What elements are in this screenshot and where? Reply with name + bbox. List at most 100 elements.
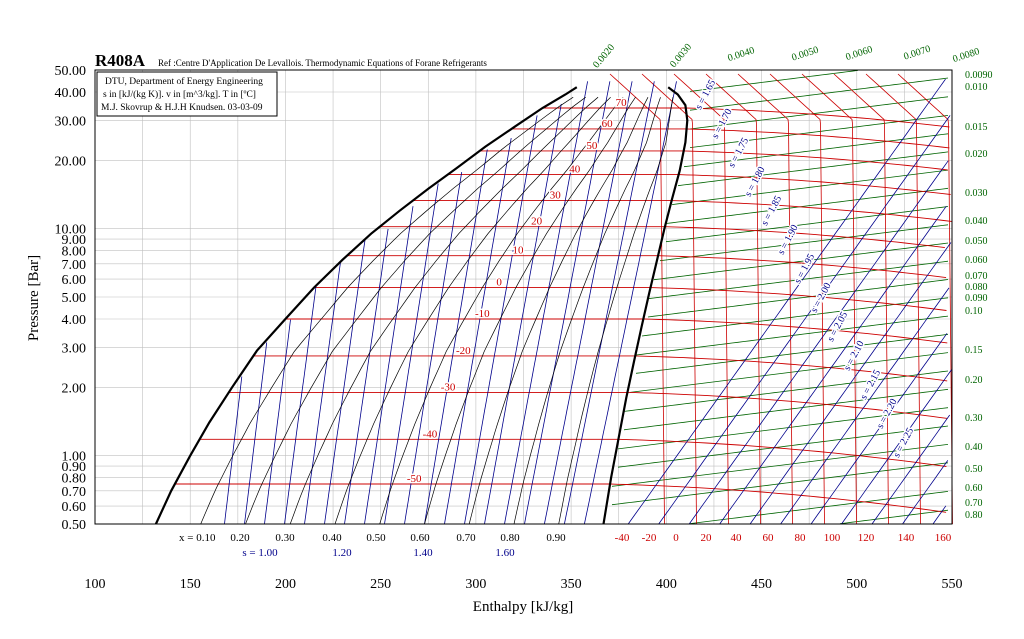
isochore-line xyxy=(629,352,949,393)
isochore-line xyxy=(623,370,949,412)
entropy-vapor-label: s = 1.95 xyxy=(792,252,817,285)
isochore-line xyxy=(623,388,949,431)
isochore-line xyxy=(671,169,949,205)
isotherm-label: 0 xyxy=(496,277,502,289)
volume-right-label: 0.80 xyxy=(965,510,983,521)
isochore-line xyxy=(617,407,949,450)
isochore-line xyxy=(647,279,949,318)
quality-label: 0.60 xyxy=(410,532,430,544)
y-tick-label: 7.00 xyxy=(62,258,87,273)
quality-line xyxy=(513,97,661,525)
volume-right-label: 0.060 xyxy=(965,255,988,266)
isotherm-line xyxy=(479,150,948,171)
isentrope-line xyxy=(384,183,439,525)
isentrope-line xyxy=(304,262,341,525)
isentrope-line xyxy=(658,115,951,525)
volume-top-label: 0.0060 xyxy=(844,44,874,63)
isochore-line xyxy=(611,462,949,506)
quality-label: 0.90 xyxy=(546,532,566,544)
isentrope-line xyxy=(284,285,317,525)
temperature-label: 100 xyxy=(824,532,841,544)
isotherm-line xyxy=(833,73,889,525)
y-tick-label: 0.60 xyxy=(62,500,87,515)
quality-line xyxy=(468,97,649,525)
isentrope-line xyxy=(584,81,677,525)
entropy-vapor-label: s = 2.10 xyxy=(842,339,867,372)
x-tick-label: 300 xyxy=(465,577,486,592)
info-line: M.J. Skovrup & H.J.H Knudsen. 03-03-09 xyxy=(101,103,263,113)
isochore-line xyxy=(635,333,949,374)
x-tick-label: 100 xyxy=(85,577,106,592)
volume-right-label: 0.090 xyxy=(965,293,988,304)
quality-label: x = 0.10 xyxy=(179,532,216,544)
quality-label: 0.20 xyxy=(230,532,250,544)
saturation-dome xyxy=(154,86,689,525)
isochore-line xyxy=(839,509,949,525)
x-tick-label: 400 xyxy=(656,577,677,592)
isochore-line xyxy=(641,297,949,337)
isochore-line xyxy=(635,315,949,356)
isentrope-line xyxy=(264,319,291,525)
isotherm-line xyxy=(769,73,825,525)
temperature-label: 0 xyxy=(673,532,679,544)
isotherm-line xyxy=(737,73,793,525)
entropy-label: s = 1.00 xyxy=(242,547,278,559)
isentrope-line xyxy=(224,376,243,525)
x-tick-label: 250 xyxy=(370,577,391,592)
x-axis-label: Enthalpy [kJ/kg] xyxy=(473,599,573,615)
y-tick-label: 40.00 xyxy=(55,86,87,101)
isotherm-line xyxy=(609,73,665,525)
isentrope-line xyxy=(404,172,463,525)
isentrope-line xyxy=(544,81,633,525)
isentrope-line xyxy=(902,460,949,525)
quality-line xyxy=(558,97,674,525)
temperature-label: -20 xyxy=(642,532,657,544)
isotherm-line xyxy=(542,107,950,128)
y-tick-label: 30.00 xyxy=(55,114,87,129)
isentrope-line xyxy=(364,206,414,525)
temperature-label: 60 xyxy=(763,532,775,544)
entropy-label: 1.20 xyxy=(332,547,352,559)
isochore-line xyxy=(677,151,949,187)
temperature-label: 40 xyxy=(731,532,743,544)
isochore-line xyxy=(689,491,949,524)
isentrope-line xyxy=(504,81,588,525)
isentrope-line xyxy=(871,414,951,525)
isentrope-line xyxy=(564,81,655,525)
temperature-label: -40 xyxy=(615,532,630,544)
isotherm-label: -40 xyxy=(423,428,438,440)
isentrope-line xyxy=(464,115,538,525)
entropy-vapor-label: s = 2.25 xyxy=(891,426,916,459)
quality-line xyxy=(245,96,586,525)
quality-label: 0.80 xyxy=(500,532,520,544)
chart-subtitle: Ref :Centre D'Application De Levallois. … xyxy=(158,58,487,68)
quality-line xyxy=(289,96,599,525)
isochore-line xyxy=(665,206,949,243)
y-tick-label: 8.00 xyxy=(62,245,87,260)
isotherm-line xyxy=(511,128,950,149)
isentrope-line xyxy=(444,138,512,525)
isochore-line xyxy=(665,187,949,224)
volume-right-label: 0.020 xyxy=(965,149,988,160)
isentrope-line xyxy=(324,240,366,525)
isotherm-line xyxy=(801,73,857,525)
volume-right-label: 0.60 xyxy=(965,483,983,494)
volume-right-label: 0.040 xyxy=(965,216,988,227)
y-tick-label: 0.80 xyxy=(62,472,87,487)
isotherm-line xyxy=(412,200,952,222)
y-tick-label: 4.00 xyxy=(62,313,87,328)
info-line: s in [kJ/(kg K)]. v in [m^3/kg]. T in [º… xyxy=(103,89,256,100)
y-tick-label: 0.50 xyxy=(62,518,87,533)
volume-right-label: 0.15 xyxy=(965,345,983,356)
volume-right-label: 0.030 xyxy=(965,188,988,199)
quality-line xyxy=(379,96,624,525)
y-tick-label: 0.90 xyxy=(62,460,87,475)
y-tick-label: 1.00 xyxy=(62,450,87,465)
y-axis-label: Pressure [Bar] xyxy=(26,255,42,341)
isochore-line xyxy=(689,77,949,111)
y-tick-label: 10.00 xyxy=(55,223,87,238)
volume-right-label: 0.10 xyxy=(965,306,983,317)
volume-right-label: 0.080 xyxy=(965,282,988,293)
y-tick-label: 2.00 xyxy=(62,381,87,396)
isotherm-label: 60 xyxy=(602,118,614,130)
